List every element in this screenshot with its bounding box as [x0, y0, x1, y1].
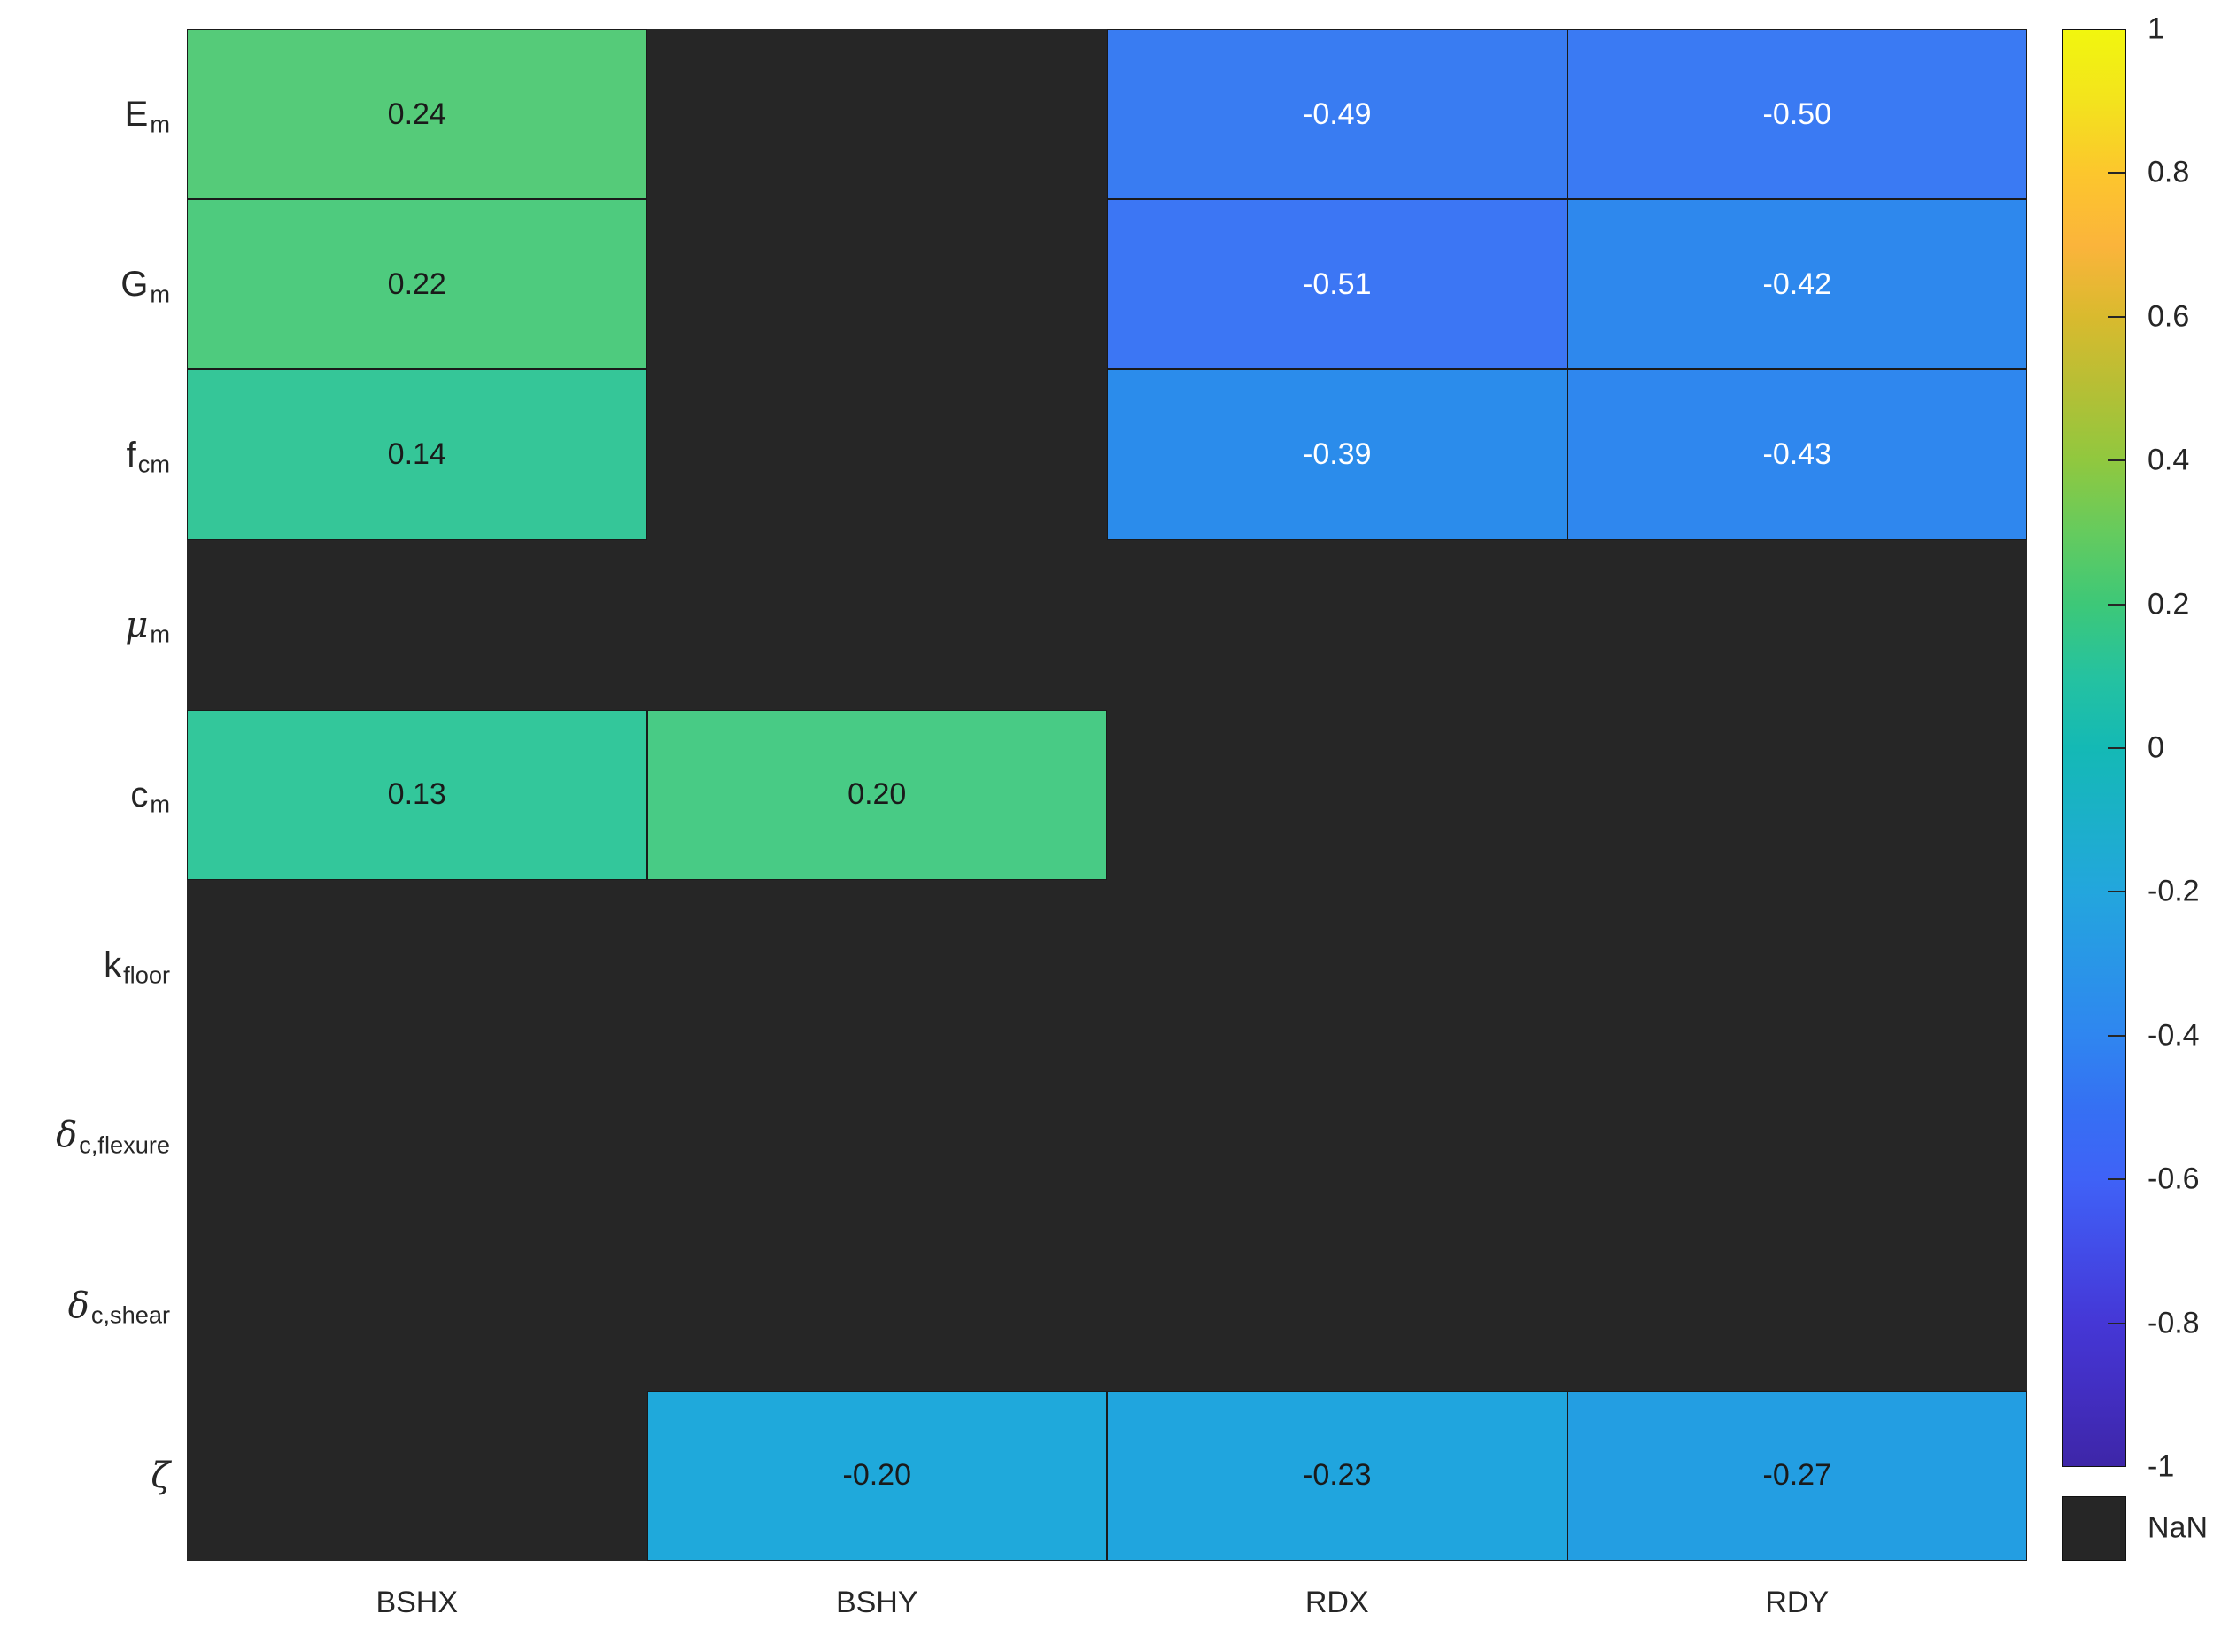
column-label: BSHX	[375, 1585, 459, 1619]
heatmap-cell: -0.39	[1107, 369, 1567, 540]
colorbar-tick-label: 0	[2148, 730, 2164, 765]
colorbar-tick-mark	[2108, 603, 2125, 606]
heatmap-cell-nan	[646, 1050, 1107, 1221]
colorbar-tick-mark	[2108, 1034, 2125, 1037]
heatmap-cell: 0.24	[187, 29, 647, 200]
row-label: ζ	[151, 1455, 170, 1496]
heatmap-cell: 0.14	[187, 369, 647, 540]
heatmap-cell: -0.43	[1567, 369, 2027, 540]
row-label: k floor	[104, 946, 170, 988]
heatmap-cell: -0.51	[1107, 199, 1567, 370]
heatmap-cell-nan	[1107, 1050, 1567, 1221]
heatmap-cell: 0.20	[646, 709, 1107, 881]
row-label: δ c,shear	[67, 1285, 170, 1329]
heatmap-cell-nan	[187, 1390, 647, 1561]
colorbar-tick-mark	[2108, 891, 2125, 893]
colorbar-tick-mark	[2108, 1322, 2125, 1324]
heatmap-grid: 0.24 -0.49 -0.50 0.22 -0.51 -0.42 0.14 -0.39 -0.…	[187, 29, 2027, 1561]
colorbar-tick-label: 0.2	[2148, 587, 2190, 621]
heatmap-cell-nan	[1107, 539, 1567, 710]
heatmap-cell: 0.22	[187, 199, 647, 370]
heatmap-cell-nan	[1567, 709, 2027, 881]
colorbar-tick-label: -0.6	[2148, 1162, 2200, 1196]
colorbar-tick-label: 1	[2148, 12, 2164, 46]
column-label: RDY	[1765, 1585, 1830, 1619]
heatmap-cell-nan	[187, 539, 647, 710]
heatmap-cell-nan	[646, 880, 1107, 1051]
heatmap-cell: -0.42	[1567, 199, 2027, 370]
colorbar-tick-mark	[2108, 315, 2125, 318]
heatmap-cell-nan	[1567, 1050, 2027, 1221]
heatmap-cell-nan	[1107, 880, 1567, 1051]
nan-legend-label: NaN	[2148, 1510, 2209, 1545]
heatmap-cell-nan	[1567, 880, 2027, 1051]
heatmap-cell-nan	[646, 29, 1107, 200]
nan-legend-swatch	[2062, 1496, 2126, 1561]
heatmap-cell-nan	[646, 539, 1107, 710]
heatmap-cell: -0.49	[1107, 29, 1567, 200]
colorbar-tick-mark	[2108, 747, 2125, 749]
row-label: f cm	[126, 435, 170, 478]
heatmap-cell-nan	[646, 199, 1107, 370]
heatmap-cell-nan	[646, 369, 1107, 540]
colorbar-tick-label: -0.8	[2148, 1306, 2200, 1340]
heatmap-cell: -0.50	[1567, 29, 2027, 200]
heatmap-cell-nan	[1107, 709, 1567, 881]
colorbar-tick-label: -0.4	[2148, 1018, 2200, 1053]
colorbar-tick-mark	[2108, 1178, 2125, 1181]
heatmap-cell-nan	[646, 1220, 1107, 1391]
colorbar-tick-label: -0.2	[2148, 874, 2200, 908]
heatmap-cell: -0.23	[1107, 1390, 1567, 1561]
column-label: BSHY	[835, 1585, 918, 1619]
heatmap-cell-nan	[187, 880, 647, 1051]
colorbar-tick-label: 0.6	[2148, 299, 2190, 334]
colorbar-tick-label: 0.4	[2148, 443, 2190, 477]
colorbar-tick-mark	[2108, 459, 2125, 462]
x-axis-column-labels: BSHX BSHY RDX RDY	[187, 1574, 2027, 1631]
heatmap-cell: 0.13	[187, 709, 647, 881]
heatmap-cell: -0.27	[1567, 1390, 2027, 1561]
heatmap-cell-nan	[187, 1220, 647, 1391]
column-label: RDX	[1304, 1585, 1369, 1619]
colorbar-tick-label: 0.8	[2148, 155, 2190, 189]
colorbar-tick-label: -1	[2148, 1449, 2175, 1484]
row-label: δ c,flexure	[56, 1115, 170, 1159]
heatmap-cell-nan	[1567, 539, 2027, 710]
colorbar-tick-mark	[2108, 172, 2125, 174]
heatmap-cell: -0.20	[646, 1390, 1107, 1561]
heatmap-cell-nan	[187, 1050, 647, 1221]
heatmap-cell-nan	[1567, 1220, 2027, 1391]
heatmap-cell-nan	[1107, 1220, 1567, 1391]
